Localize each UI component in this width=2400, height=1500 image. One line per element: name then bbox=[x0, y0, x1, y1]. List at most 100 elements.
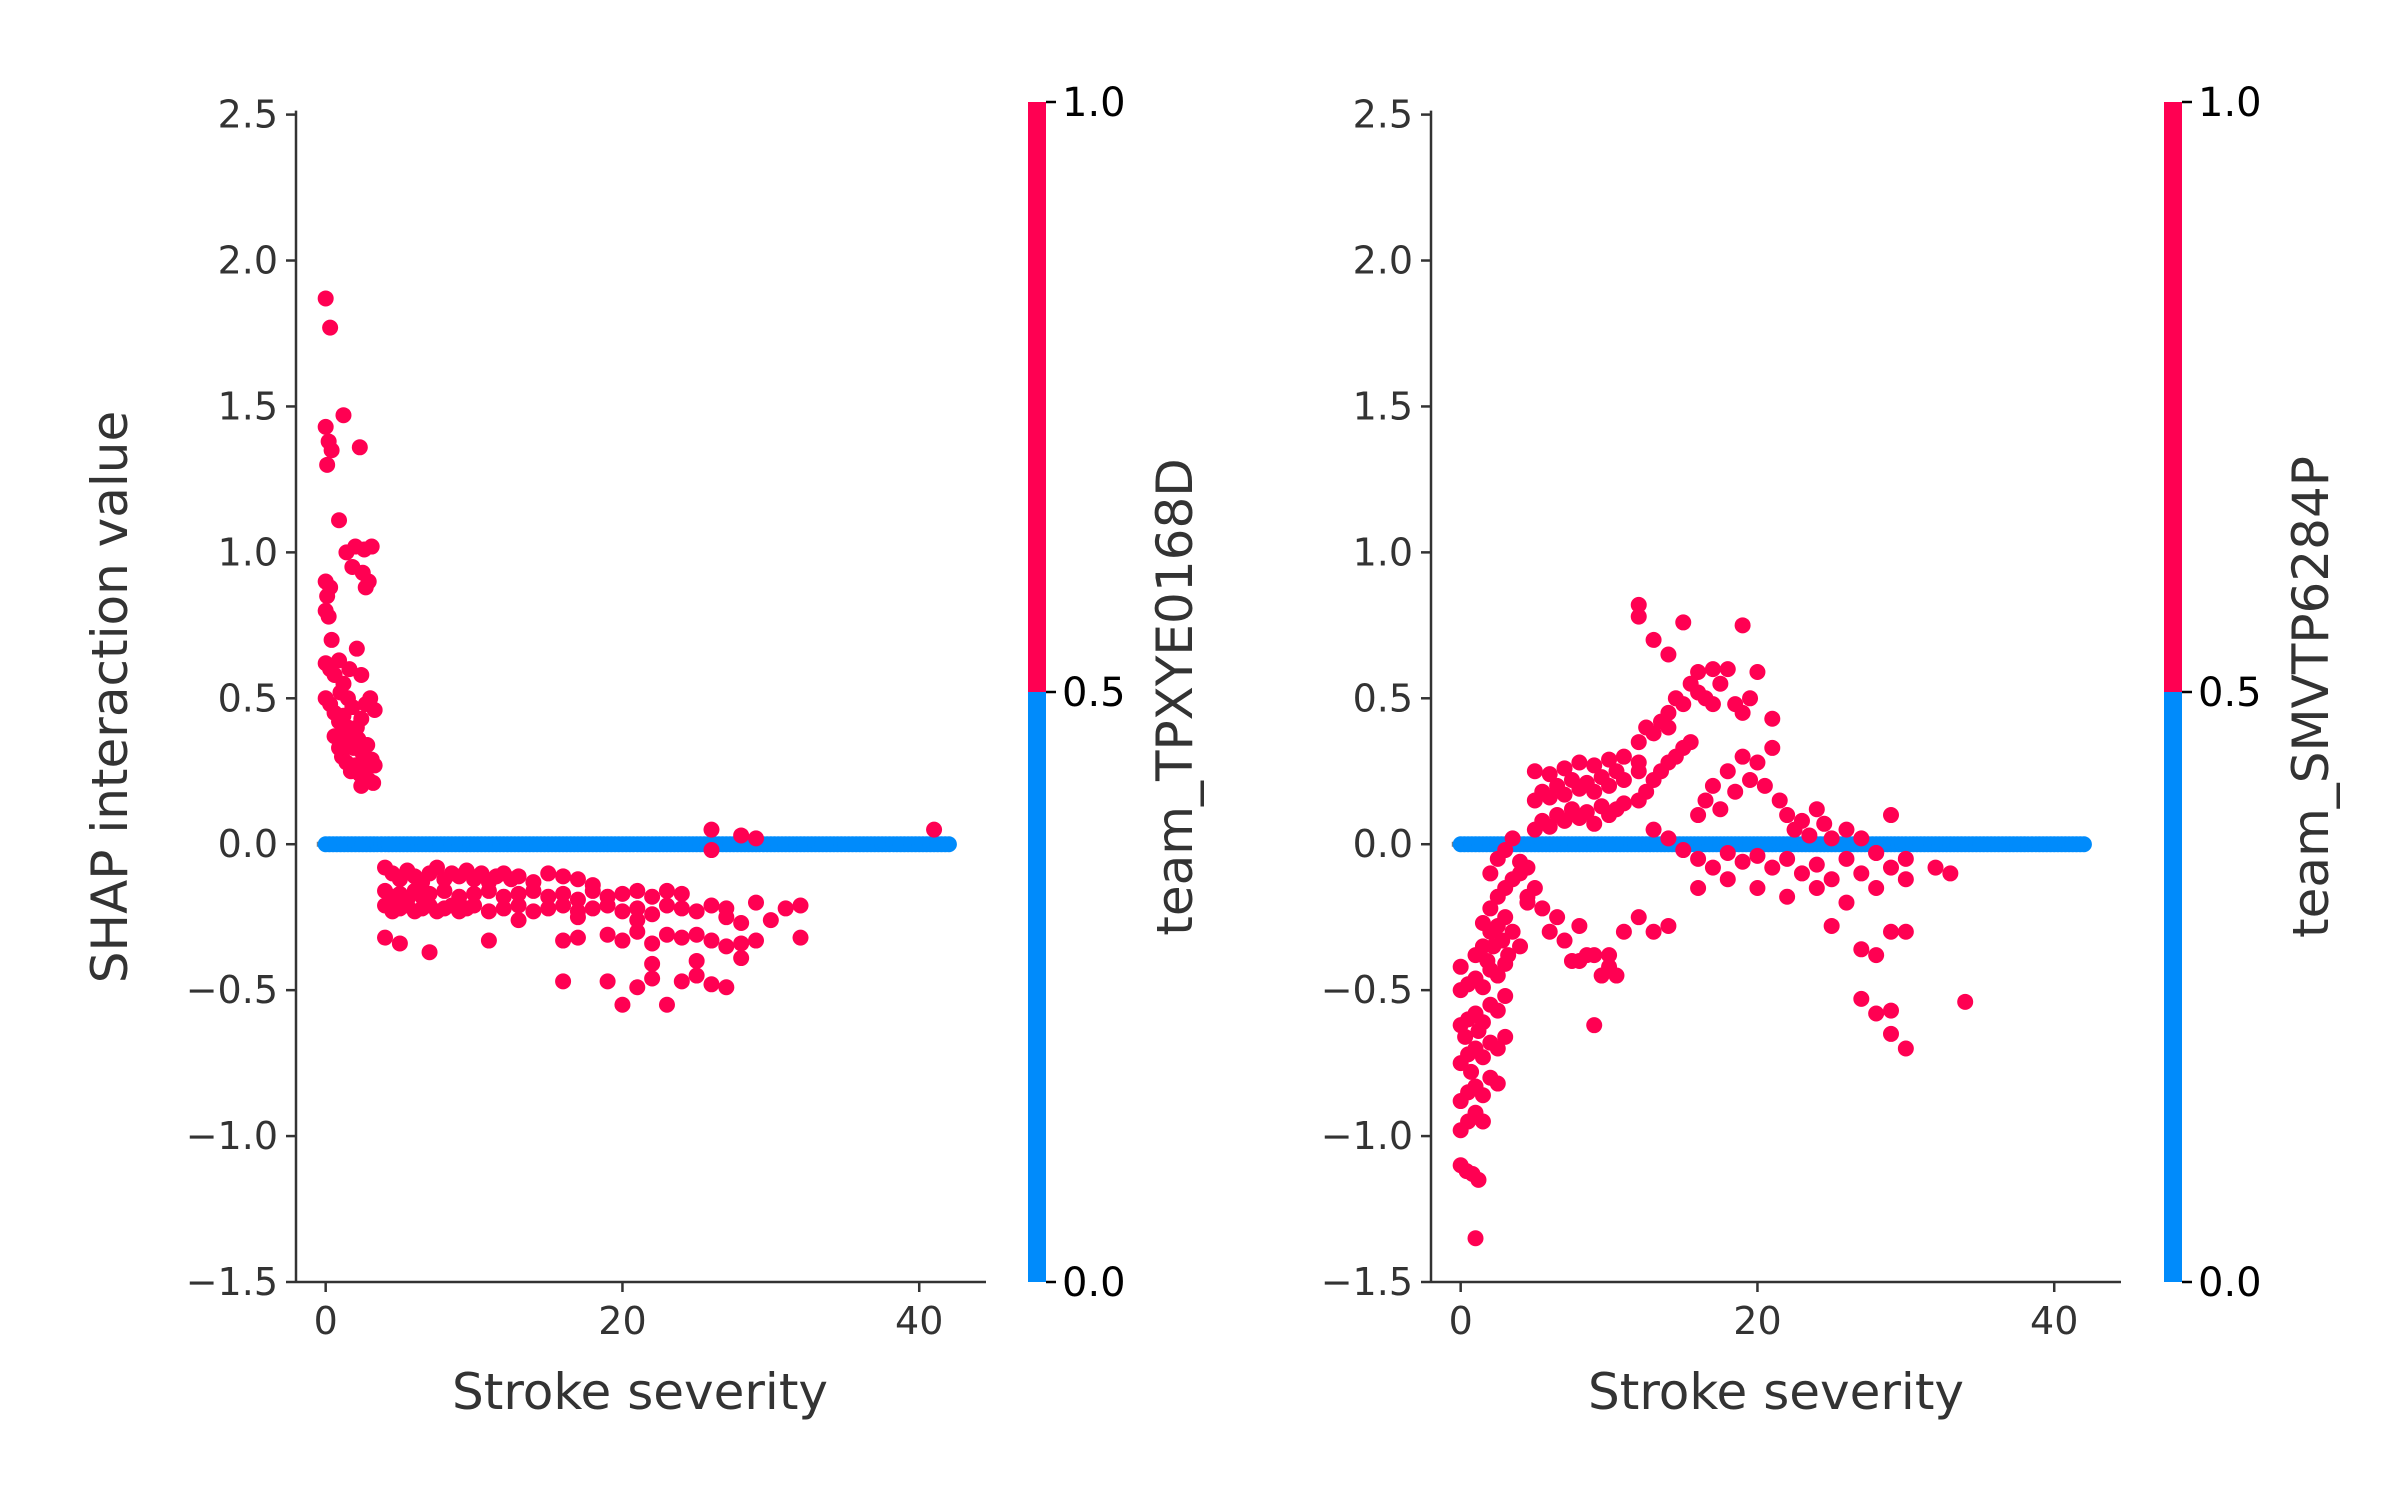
panel-2-ytick-label: 2.5 bbox=[1353, 93, 1413, 137]
panel-1-ytick-label: 2.5 bbox=[218, 93, 278, 137]
panel-1-point-high bbox=[614, 903, 631, 920]
panel-2-point-high bbox=[1897, 850, 1914, 867]
panel-1-point-high bbox=[510, 868, 527, 885]
panel-2-xtick-label: 0 bbox=[1449, 1299, 1473, 1343]
panel-2-point-high bbox=[1883, 859, 1899, 876]
panel-1-point-high bbox=[540, 888, 557, 905]
panel-1-ytick-label: 0.5 bbox=[218, 676, 278, 720]
panel-2-point-high bbox=[1615, 772, 1632, 789]
panel-2-point-high bbox=[1586, 815, 1603, 832]
panel-2-point-high bbox=[1526, 880, 1543, 896]
panel-1-point-high bbox=[926, 821, 943, 838]
panel-1-point-high bbox=[421, 944, 438, 961]
panel-2-point-high bbox=[1883, 923, 1899, 940]
panel-1-point-high bbox=[644, 935, 661, 952]
panel-1-point-high bbox=[359, 736, 376, 753]
panel-2-point-high bbox=[1464, 1166, 1481, 1183]
panel-2-point-high bbox=[1690, 880, 1707, 896]
panel-2-point-high bbox=[1749, 664, 1766, 681]
panel-1-point-high bbox=[366, 701, 383, 718]
panel-2-point-high bbox=[1556, 812, 1573, 829]
panel-1-point-high bbox=[348, 640, 365, 657]
panel-2-point-high bbox=[1586, 783, 1603, 800]
panel-1-point-high bbox=[703, 842, 720, 859]
panel-1-point-high bbox=[377, 929, 394, 946]
panel-1-colorbar-label: team_TPXYE0168D bbox=[1146, 458, 1204, 936]
panel-1-ytick-label: −1.5 bbox=[186, 1260, 278, 1304]
panel-1-point-high bbox=[644, 955, 661, 972]
panel-2-point-high bbox=[1749, 847, 1766, 864]
panel-2-point-high bbox=[1749, 880, 1766, 896]
panel-2-point-high bbox=[1704, 696, 1721, 713]
panel-2-point-high bbox=[1645, 821, 1662, 838]
panel-1-point-high bbox=[510, 912, 527, 929]
panel-2-point-high bbox=[1749, 754, 1766, 771]
panel-2-point-high bbox=[1853, 830, 1870, 847]
panel-2-point-high bbox=[1660, 704, 1677, 721]
panel-2-point-low bbox=[2075, 836, 2092, 853]
panel-2-point-high bbox=[1479, 952, 1496, 969]
panel-1-point-high bbox=[673, 973, 690, 990]
panel-2-point-high bbox=[1682, 734, 1699, 751]
panel-2-point-high bbox=[1742, 772, 1759, 789]
panel-2-point-high bbox=[1489, 1040, 1506, 1057]
panel-2-point-high bbox=[1630, 608, 1647, 625]
panel-1-point-high bbox=[569, 909, 586, 926]
panel-2-point-high bbox=[1549, 909, 1566, 926]
panel-2-point-high bbox=[1645, 923, 1662, 940]
panel-1-point-high bbox=[495, 900, 512, 917]
panel-2-point-high bbox=[1764, 859, 1781, 876]
panel-2-point-high bbox=[1467, 1230, 1484, 1247]
panel-1-point-high bbox=[351, 439, 368, 456]
panel-1-point-high bbox=[599, 973, 616, 990]
panel-2-point-high bbox=[1779, 888, 1796, 905]
panel-1-point-high bbox=[629, 979, 646, 996]
panel-1-point-low bbox=[940, 836, 957, 853]
panel-1-point-high bbox=[748, 894, 764, 911]
panel-2-point-high bbox=[1712, 675, 1729, 692]
panel-1-point-high bbox=[703, 821, 720, 838]
panel-2-point-high bbox=[1586, 1017, 1603, 1034]
panel-2-ytick-label: −1.0 bbox=[1321, 1114, 1413, 1158]
panel-2-colorbar-tick-label: 0.5 bbox=[2198, 670, 2262, 716]
panel-2-point-high bbox=[1838, 821, 1855, 838]
panel-1-point-high bbox=[762, 912, 779, 929]
panel-2-ytick-label: 0.5 bbox=[1353, 676, 1413, 720]
panel-2-point-high bbox=[1474, 1113, 1491, 1130]
panel-2-point-high bbox=[1712, 801, 1729, 818]
panel-2-colorbar-segment bbox=[2164, 692, 2182, 1282]
panel-2-point-high bbox=[1482, 865, 1499, 882]
panel-2-point-high bbox=[1838, 850, 1855, 867]
panel-2-point-high bbox=[1660, 830, 1677, 847]
panel-1-point-high bbox=[703, 897, 720, 914]
panel-1-point-high bbox=[629, 912, 646, 929]
panel-2-point-high bbox=[1942, 865, 1959, 882]
panel-2-point-high bbox=[1823, 871, 1840, 888]
panel-2-point-high bbox=[1615, 923, 1632, 940]
panel-2-point-high bbox=[1630, 763, 1647, 780]
panel-1-point-high bbox=[341, 661, 358, 678]
panel-1-colorbar-tick-label: 0.0 bbox=[1062, 1260, 1126, 1306]
panel-2-point-high bbox=[1690, 807, 1707, 824]
panel-1-point-high bbox=[733, 827, 750, 844]
panel-1-point-high bbox=[733, 950, 750, 967]
panel-1-point-high bbox=[733, 935, 750, 952]
panel-1-point-high bbox=[688, 926, 705, 943]
panel-2-point-high bbox=[1452, 958, 1469, 975]
panel-1-xlabel: Stroke severity bbox=[452, 1363, 828, 1421]
panel-1-point-high bbox=[480, 903, 497, 920]
panel-2-point-high bbox=[1853, 865, 1870, 882]
panel-2-point-high bbox=[1500, 947, 1517, 964]
panel-2-point-high bbox=[1801, 827, 1818, 844]
panel-2-point-high bbox=[1512, 938, 1529, 955]
panel-2-point-high bbox=[1660, 917, 1677, 934]
panel-1-point-high bbox=[614, 996, 631, 1013]
panel-1-point-high bbox=[792, 897, 809, 914]
panel-1-point-high bbox=[792, 929, 809, 946]
panel-2-point-high bbox=[1463, 1063, 1480, 1080]
panel-2-ytick-label: −1.5 bbox=[1321, 1260, 1413, 1304]
panel-2-point-high bbox=[1771, 792, 1788, 809]
panel-2-point-high bbox=[1704, 859, 1721, 876]
